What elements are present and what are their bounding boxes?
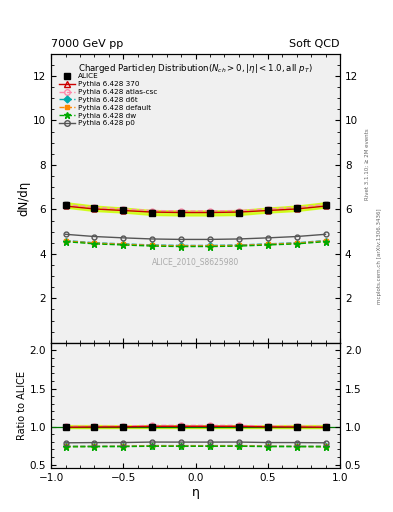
Y-axis label: dN/dη: dN/dη xyxy=(17,181,30,216)
X-axis label: η: η xyxy=(191,486,200,499)
Legend: ALICE, Pythia 6.428 370, Pythia 6.428 atlas-csc, Pythia 6.428 d6t, Pythia 6.428 : ALICE, Pythia 6.428 370, Pythia 6.428 at… xyxy=(58,72,159,128)
Text: Soft QCD: Soft QCD xyxy=(290,38,340,49)
Text: mcplots.cern.ch [arXiv:1306.3436]: mcplots.cern.ch [arXiv:1306.3436] xyxy=(377,208,382,304)
Text: ALICE_2010_S8625980: ALICE_2010_S8625980 xyxy=(152,258,239,266)
Y-axis label: Ratio to ALICE: Ratio to ALICE xyxy=(17,371,27,440)
Text: 7000 GeV pp: 7000 GeV pp xyxy=(51,38,123,49)
Text: Rivet 3.1.10; ≥ 2M events: Rivet 3.1.10; ≥ 2M events xyxy=(365,128,370,200)
Text: Charged Particle$\eta$ Distribution$(N_{ch}>0, |\eta|<1.0, \mathrm{all}\ p_T)$: Charged Particle$\eta$ Distribution$(N_{… xyxy=(78,62,313,75)
